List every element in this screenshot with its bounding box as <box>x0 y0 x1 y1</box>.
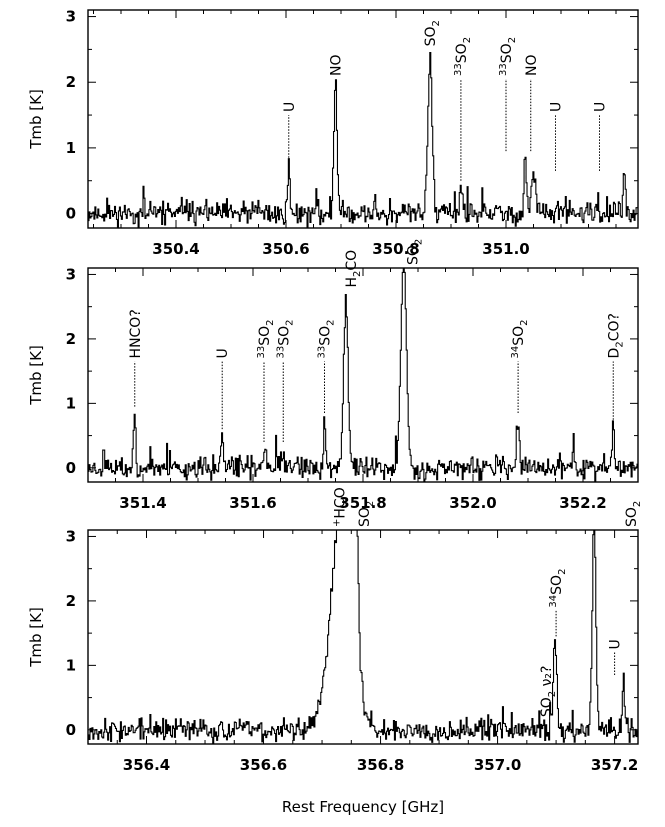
panel-3: 356.4 356.6 356.8 357.0 357.2 0 1 2 3 Tmb [K] Rest… <box>27 487 643 816</box>
line-label: D2CO? <box>606 313 625 358</box>
x-tick-label: 351.6 <box>229 494 276 512</box>
spectrum-line <box>88 530 638 744</box>
plot-frame <box>87 267 639 483</box>
x-tick-label: 356.4 <box>123 756 170 774</box>
y-tick-label: 3 <box>66 8 76 26</box>
x-tick-label: 352.0 <box>449 494 496 512</box>
y-tick-label: 0 <box>66 205 76 223</box>
y-tick-label: 3 <box>66 527 76 545</box>
line-label: SO2 <box>624 501 643 527</box>
x-tick-label: 356.6 <box>240 756 287 774</box>
x-tick-label: 350.8 <box>372 240 419 258</box>
line-label: HNCO? <box>128 309 144 358</box>
line-label: SO2 <box>423 20 442 46</box>
line-label: U <box>593 102 609 112</box>
x-tick-label: 351.4 <box>119 494 166 512</box>
y-axis-title: Tmb [K] <box>27 89 45 150</box>
y-tick-label: 0 <box>66 459 76 477</box>
x-axis-title: Rest Frequency [GHz] <box>282 798 444 816</box>
y-tick-label: 1 <box>66 139 76 157</box>
x-tick-label: 357.2 <box>591 756 638 774</box>
line-label: U <box>608 639 624 649</box>
y-tick-label: 0 <box>66 721 76 739</box>
line-label: 33SO2 <box>256 319 276 358</box>
y-tick-label: 2 <box>66 73 76 91</box>
line-label: 33SO2 <box>453 37 473 76</box>
line-label: 33SO2 <box>317 319 337 358</box>
line-label: 33SO2 <box>498 37 518 76</box>
line-label: SO2 <box>357 501 376 527</box>
x-tick-label: 350.4 <box>152 240 199 258</box>
y-tick-label: 1 <box>66 656 76 674</box>
line-label: H2CO <box>344 250 363 288</box>
line-label: U <box>549 102 565 112</box>
x-tick-label: 356.8 <box>357 756 404 774</box>
line-label: SO2 ν₂? <box>539 666 558 718</box>
y-tick-label: 2 <box>66 330 76 348</box>
x-tick-label: 351.0 <box>482 240 529 258</box>
y-tick-label: 3 <box>66 265 76 283</box>
y-tick-label: 1 <box>66 394 76 412</box>
line-label: 34SO2 <box>510 319 530 358</box>
y-axis-title: Tmb [K] <box>27 607 45 668</box>
x-tick-label: 357.0 <box>474 756 521 774</box>
line-label: NO <box>524 54 540 76</box>
line-label: U <box>282 102 298 112</box>
line-label: SO2 <box>406 239 425 265</box>
line-label: NO <box>329 54 345 76</box>
plot-frame <box>87 529 639 745</box>
line-label: 33SO2 <box>275 319 295 358</box>
y-tick-label: 2 <box>66 592 76 610</box>
line-label: U <box>215 348 231 358</box>
plot-frame <box>87 9 639 229</box>
x-tick-label: 351.8 <box>339 494 386 512</box>
line-label: 34SO2 <box>548 569 568 608</box>
spectrum-line <box>88 268 638 482</box>
x-tick-label: 352.2 <box>559 494 606 512</box>
spectrum-line <box>88 51 638 228</box>
line-label: +HCO <box>332 487 349 527</box>
y-axis-title: Tmb [K] <box>27 345 45 406</box>
panel-2: 351.4 351.6 351.8 352.0 352.2 0 1 2 3 Tmb [K] HNCO… <box>27 239 639 512</box>
panel-1: 350.4 350.6 350.8 351.0 0 1 2 3 Tmb [K] U NO SO2 33S… <box>27 8 639 258</box>
x-tick-label: 350.6 <box>262 240 309 258</box>
